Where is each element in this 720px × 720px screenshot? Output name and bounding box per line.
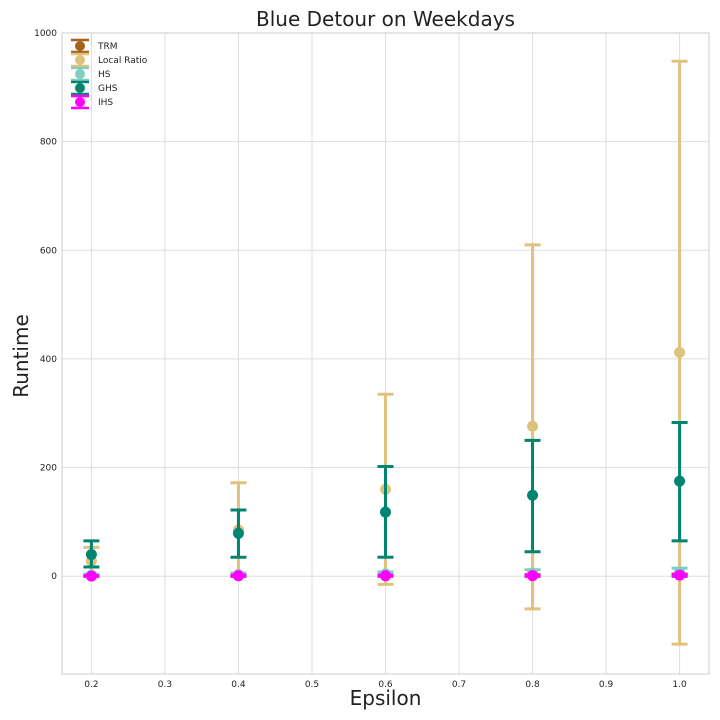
y-tick-label: 600 (40, 246, 57, 256)
x-tick-label: 0.8 (525, 680, 540, 690)
x-tick-labels: 0.2 0.3 0.4 0.5 0.6 0.7 0.8 0.9 1.0 (84, 680, 687, 690)
series-layer (83, 59, 688, 646)
legend-item: HS (71, 66, 111, 82)
chart-title: Blue Detour on Weekdays (256, 7, 515, 31)
legend-label: GHS (98, 84, 118, 94)
y-axis-label: Runtime (9, 314, 33, 398)
legend-swatch-marker (75, 69, 85, 79)
y-tick-label: 800 (40, 138, 57, 148)
y-tick-labels: 0 200 400 600 800 1000 (34, 29, 57, 582)
x-tick-label: 0.5 (305, 680, 319, 690)
y-tick-label: 0 (51, 572, 57, 582)
x-tick-label: 0.6 (378, 680, 393, 690)
legend-label: Local Ratio (98, 56, 148, 66)
x-tick-label: 1.0 (672, 680, 687, 690)
plot-border (61, 32, 710, 675)
legend-swatch-marker (75, 83, 85, 93)
legend-item: IHS (71, 94, 113, 110)
data-point (527, 420, 539, 432)
data-point (85, 570, 97, 582)
x-tick-label: 0.9 (599, 680, 614, 690)
y-tick-label: 200 (40, 464, 57, 474)
series-ghs (83, 420, 688, 569)
data-point (232, 527, 244, 539)
x-tick-label: 0.7 (452, 680, 466, 690)
legend-swatch-marker (75, 55, 85, 65)
legend-item: Local Ratio (71, 52, 148, 68)
data-point (674, 569, 686, 581)
x-axis-label: Epsilon (350, 686, 422, 710)
legend-label: IHS (98, 98, 113, 108)
x-tick-label: 0.4 (231, 680, 246, 690)
data-point (85, 548, 97, 560)
data-point (674, 475, 686, 487)
series-ihs (83, 569, 688, 582)
data-point (232, 570, 244, 582)
data-point (674, 346, 686, 358)
x-tick-label: 0.2 (84, 680, 98, 690)
legend-item: GHS (71, 80, 118, 96)
data-point (380, 506, 391, 518)
legend-item: TRM (71, 38, 118, 54)
x-tick-label: 0.3 (158, 680, 172, 690)
data-point (380, 570, 391, 582)
data-point (527, 489, 539, 501)
y-tick-label: 400 (40, 355, 57, 365)
data-point (527, 570, 539, 582)
y-tick-label: 1000 (34, 29, 57, 39)
legend-label: TRM (97, 42, 118, 52)
legend-swatch-marker (75, 97, 85, 107)
legend: TRM Local Ratio HS GHS IHS (71, 38, 148, 110)
legend-label: HS (98, 70, 111, 80)
legend-swatch-marker (75, 41, 85, 51)
